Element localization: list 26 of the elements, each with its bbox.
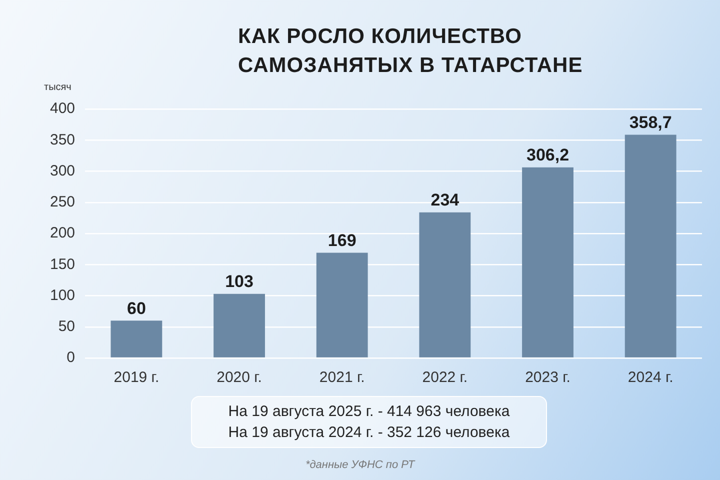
text: *данные УФНС по РТ <box>304 459 416 471</box>
y-tick-label: 50 <box>58 318 76 336</box>
y-tick-label: 300 <box>50 162 76 180</box>
data-label: 306,2 <box>526 146 570 165</box>
y-tick-label: 100 <box>50 286 76 304</box>
data-label: 60 <box>126 298 146 318</box>
y-tick-label: 400 <box>50 100 76 118</box>
x-tick-label: 2024 г. <box>628 369 674 386</box>
y-tick-label: 250 <box>50 194 76 211</box>
x-tick-label: 2021 г. <box>319 369 365 386</box>
x-tick-label: 2020 г. <box>216 369 262 386</box>
x-tick-label: 2023 г. <box>525 369 570 386</box>
y-axis-title: тысяч <box>44 82 72 93</box>
data-label: 358,7 <box>629 112 672 132</box>
y-tick-label: 200 <box>50 224 76 242</box>
text: На 19 августа 2024 г. - 352 126 человека <box>227 423 511 443</box>
y-tick-label: 0 <box>66 349 76 366</box>
data-label: 103 <box>225 272 254 292</box>
data-label: 169 <box>328 230 356 250</box>
chart-title: КАК РОСЛО КОЛИЧЕСТВО САМОЗАНЯТЫХ В ТАТАРСТАНЕ <box>238 24 584 79</box>
text: На 19 августа 2025 г. - 414 963 человека <box>227 402 511 422</box>
y-tick-label: 150 <box>50 256 76 273</box>
x-tick-label: 2022 г. <box>422 369 468 386</box>
y-tick-label: 350 <box>50 131 76 148</box>
data-label: 234 <box>430 190 460 210</box>
x-tick-label: 2019 г. <box>114 369 160 386</box>
